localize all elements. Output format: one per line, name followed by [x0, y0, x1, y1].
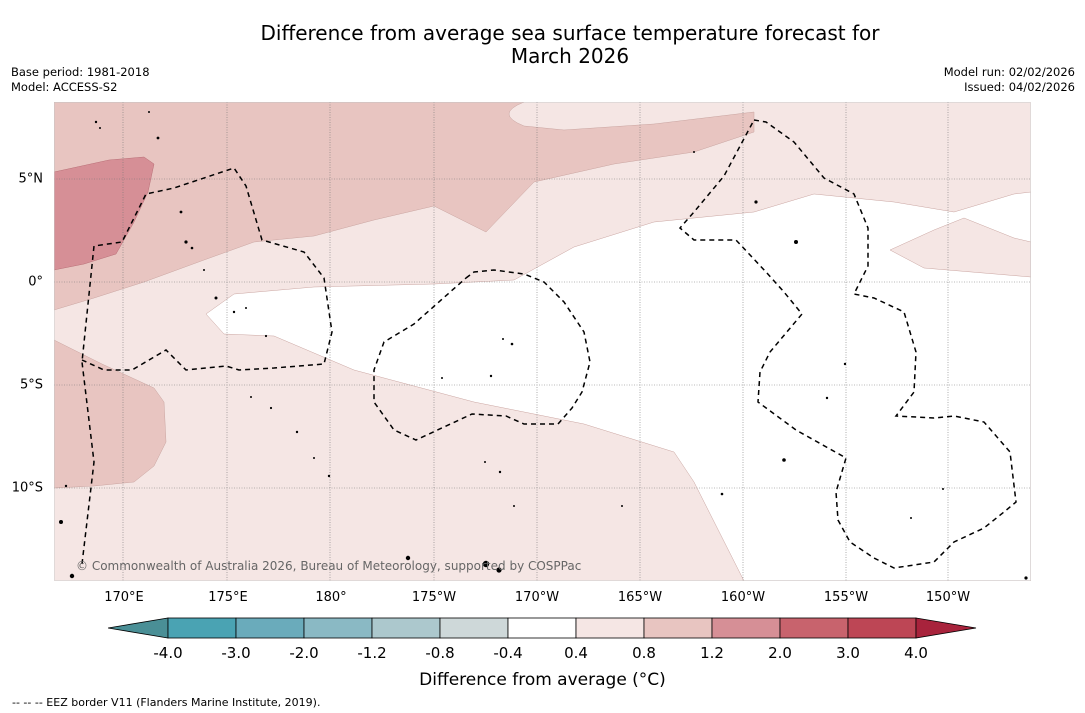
islands: [59, 111, 1028, 580]
colorbar-bin: [167, 617, 237, 639]
base-period: Base period: 1981-2018: [11, 65, 150, 79]
model-run: Model run: 02/02/2026: [943, 65, 1075, 79]
issued-date: Issued: 04/02/2026: [964, 80, 1075, 94]
lat-tick-5n: 5°N: [18, 171, 44, 187]
colorbar-tick-label: -0.8: [425, 644, 455, 662]
colorbar-bin: [371, 617, 441, 639]
colorbar-bin: [575, 617, 645, 639]
model-name: Model: ACCESS-S2: [11, 80, 118, 94]
colorbar-title: Difference from average (°C): [419, 670, 666, 690]
eez-border-central: [373, 269, 591, 441]
lon-tick-155w: 155°W: [823, 590, 869, 605]
lat-tick-0: 0°: [28, 274, 43, 290]
lat-tick-10s: 10°S: [11, 480, 43, 496]
graticule: [54, 102, 1031, 581]
sst-anomaly-map: [54, 102, 1031, 581]
eez-borders: [81, 119, 1017, 569]
colorbar-tick-label: 2.0: [768, 644, 792, 662]
colorbar: [108, 617, 977, 639]
colorbar-tick-label: -3.0: [221, 644, 251, 662]
anomaly-region-1-2-south: [54, 339, 167, 489]
colorbar-bin: [235, 617, 305, 639]
map-frame: [54, 102, 1031, 581]
colorbar-tick-label: -2.0: [289, 644, 319, 662]
lon-tick-170e: 170°E: [104, 590, 144, 605]
colorbar-tick-label: 0.8: [632, 644, 656, 662]
colorbar-extend-high: [915, 617, 977, 639]
lon-tick-180: 180°: [315, 590, 347, 605]
colorbar-extend-low: [108, 617, 169, 639]
colorbar-tick-label: -1.2: [357, 644, 387, 662]
eez-border-east: [678, 119, 1017, 569]
colorbar-bin: [303, 617, 373, 639]
colorbar-bin: [779, 617, 849, 639]
lon-tick-165w: 165°W: [617, 590, 663, 605]
lon-tick-175e: 175°E: [208, 590, 248, 605]
lon-tick-160w: 160°W: [720, 590, 766, 605]
colorbar-tick-label: 1.2: [700, 644, 724, 662]
colorbar-tick-label: 3.0: [836, 644, 860, 662]
colorbar-tick-label: 0.4: [564, 644, 588, 662]
eez-border-west: [81, 167, 333, 565]
anomaly-region-east-band: [889, 217, 1031, 278]
colorbar-bin: [643, 617, 713, 639]
colorbar-bin: [711, 617, 781, 639]
lon-tick-170w: 170°W: [514, 590, 560, 605]
lon-tick-175w: 175°W: [411, 590, 457, 605]
lat-tick-5s: 5°S: [19, 377, 43, 393]
colorbar-tick-label: -0.4: [493, 644, 523, 662]
colorbar-tick-label: -4.0: [153, 644, 183, 662]
map-title-line2: March 2026: [510, 44, 630, 68]
colorbar-bin: [439, 617, 509, 639]
lon-tick-150w: 150°W: [925, 590, 971, 605]
anomaly-region-neutral: [205, 191, 1031, 581]
colorbar-tick-label: 4.0: [904, 644, 928, 662]
anomaly-region-2-3-north: [54, 156, 155, 271]
colorbar-bin: [507, 617, 577, 639]
anomaly-region-1-2-north: [54, 102, 755, 311]
map-title-line1: Difference from average sea surface temp…: [260, 21, 880, 45]
colorbar-bin: [847, 617, 917, 639]
eez-legend-note: -- -- -- EEZ border V11 (Flanders Marine…: [12, 696, 321, 709]
copyright-notice: © Commonwealth of Australia 2026, Bureau…: [76, 559, 582, 573]
